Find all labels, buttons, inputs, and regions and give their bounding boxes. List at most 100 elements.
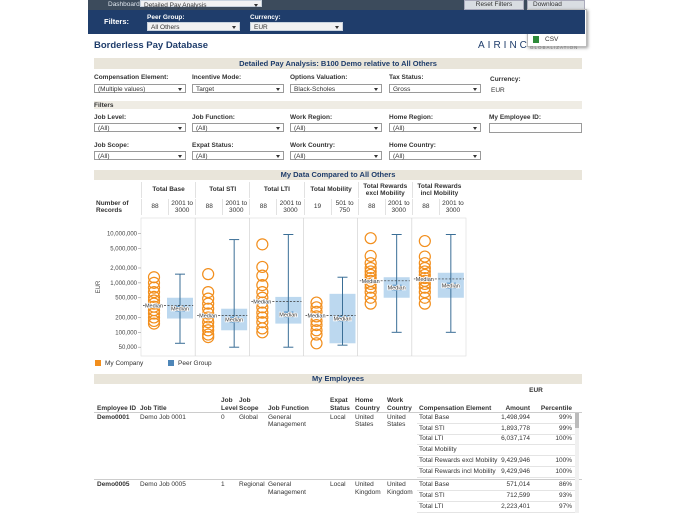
table-cell: 93% [558,491,572,499]
label: Compensation Element: [94,74,169,81]
table-cell: Local [330,414,346,421]
logo-tagline: GLOBALIZATION [530,45,579,50]
dropdown-arrow [178,87,182,91]
table-cell: Total STI [419,424,445,432]
table-cell: Total LTI [419,435,444,443]
table-cell: 712,599 [506,491,531,499]
my-company-point [310,301,323,314]
section-header: My Employees [94,374,582,384]
my-company-point [256,238,269,251]
median-label: Median [388,286,406,292]
my-company-point [256,269,269,282]
text-input[interactable] [489,123,582,133]
table-cell: Total Rewards incl Mobility [419,467,496,475]
dropdown[interactable]: All Others [147,22,240,31]
my-company-point [147,297,161,310]
dropdown-value: (All) [98,152,110,160]
median-label: Median [307,313,325,319]
table-cell: 86% [558,481,572,489]
table-cell: 97% [558,502,572,510]
dropdown[interactable]: (All) [389,123,481,132]
my-company-point [147,281,161,294]
subsection-title: Filters [94,101,114,109]
logo: AIRINC [478,40,530,51]
my-company-point [202,302,215,315]
section-header: My Data Compared to All Others [94,170,582,180]
currency-value: EUR [491,87,505,94]
my-company-point [256,326,269,339]
table-header: Percentile [540,404,572,412]
dropdown-arrow [178,154,182,158]
subsection-band [94,101,582,109]
table-cell: Total Base [419,414,450,421]
dropdown-arrow [473,154,477,158]
dropdown[interactable]: EUR [250,22,343,31]
table-header: Expat Status [330,397,350,412]
median-label: Median [225,318,243,324]
my-company-point [147,314,161,328]
dropdown[interactable]: Gross [389,84,481,93]
label: Tax Status: [389,74,424,81]
dropdown[interactable]: (All) [94,123,186,132]
y-tick-label: 50,000 [119,345,138,351]
my-company-point [256,279,269,292]
table-header: Employee ID [97,404,137,412]
my-company-point [418,261,431,275]
my-company-point [418,271,431,285]
table-cell: 100% [555,435,572,443]
dropdown-arrow [374,154,378,158]
dropdown-value: Detailed Pay Analysis [144,1,207,9]
my-company-point [418,234,431,248]
y-tick-label: 2,000,000 [110,266,137,272]
my-company-point [147,311,161,324]
records-cell: 19 [303,199,331,215]
table-header: EUR [529,387,543,394]
label: Incentive Mode: [192,74,242,81]
records-cell: 2001 to 3000 [222,199,249,215]
my-company-point [256,291,269,304]
peer-median [337,315,348,322]
my-company-point [310,310,323,323]
dropdown-arrow [335,25,339,29]
my-company-point [147,317,161,330]
my-company-point [364,268,377,281]
my-company-point [256,306,269,319]
legend-label: Peer Group [178,360,212,367]
row-rule [417,490,575,492]
y-tick-label: 10,000,000 [107,231,138,237]
menu-item[interactable]: CSV [545,36,559,43]
dropdown[interactable]: (All) [389,151,481,160]
my-company-point [364,257,377,270]
dropdown[interactable]: Detailed Pay Analysis [140,0,262,9]
dropdown-value: (All) [196,124,208,132]
dropdown-arrow [374,87,378,91]
dropdown[interactable]: (All) [94,151,186,160]
y-tick-label: 5,000,000 [110,246,137,252]
dropdown-value: (All) [393,124,405,132]
my-company-point [310,337,323,350]
table-cell: General Management [268,481,306,496]
reset-button[interactable]: Reset Filters [464,0,524,10]
my-company-point [364,261,377,275]
dropdown[interactable]: (All) [192,123,284,132]
my-company-point [310,324,323,337]
row-rule [417,455,575,457]
dropdown[interactable]: (All) [290,123,382,132]
my-company-point [364,277,377,291]
row-rule [417,465,575,467]
my-company-point [202,311,215,324]
table-cell: Demo0001 [97,414,130,421]
table-header: Amount [505,404,530,412]
dropdown[interactable]: Target [192,84,284,93]
dropdown-value: Gross [393,85,411,93]
my-company-point [364,297,377,310]
dropdown[interactable]: (Multiple values) [94,84,186,93]
dropdown-value: (All) [98,124,110,132]
dropdown[interactable]: (All) [290,151,382,160]
legend-swatch [168,360,174,366]
dropdown[interactable]: Black-Scholes [290,84,382,93]
records-cell: 2001 to 3000 [276,199,303,215]
dropdown[interactable]: (All) [192,151,284,160]
median-label: Median [333,317,351,323]
